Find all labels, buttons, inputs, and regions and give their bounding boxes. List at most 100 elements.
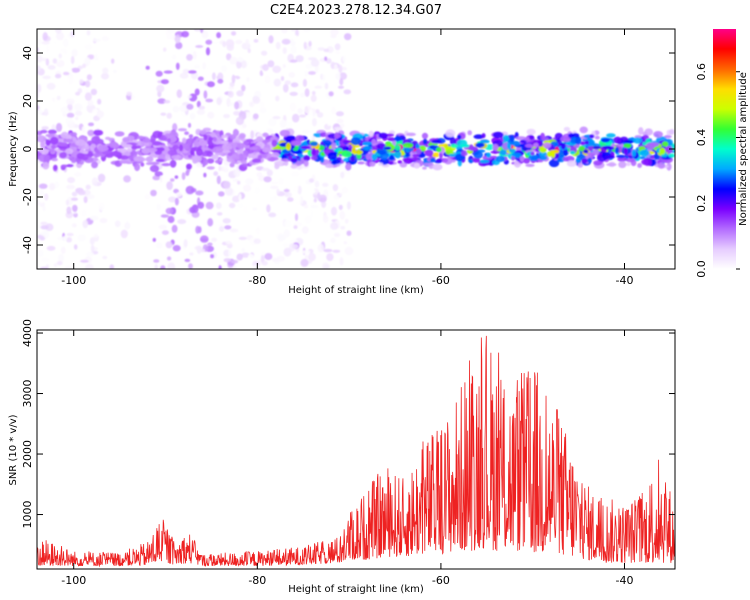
- spectrogram-cell: [666, 145, 673, 154]
- spectrogram-cell: [122, 144, 133, 148]
- spectrogram-cell: [526, 128, 536, 136]
- spectrogram-cell: [232, 178, 240, 182]
- spectrogram-cell: [511, 152, 522, 157]
- spectrogram-cell: [46, 245, 56, 251]
- spectrogram-cell: [278, 177, 285, 185]
- spectrogram-cell: [231, 160, 237, 165]
- spectrogram-cell: [228, 202, 236, 209]
- spectrogram-cell: [96, 110, 105, 118]
- spectrogram-cell: [332, 184, 339, 192]
- spectrogram-cell: [73, 244, 78, 250]
- spectrogram-cell: [305, 63, 313, 69]
- spectrogram-cell: [155, 242, 163, 249]
- spectrogram-cell: [575, 157, 581, 164]
- spectrogram-cell: [99, 217, 108, 224]
- spectrogram-cell: [119, 155, 129, 160]
- spectrogram-cell: [324, 82, 329, 90]
- spectrogram-cell: [154, 264, 158, 269]
- spectrogram-cell: [281, 38, 291, 45]
- spectrogram-cell: [218, 223, 225, 227]
- spectrogram-cell: [295, 29, 299, 37]
- spectrogram-cell: [250, 130, 255, 139]
- spectrogram-cell: [313, 198, 317, 203]
- spectrogram-cell: [186, 103, 194, 110]
- spectrogram-cell: [282, 242, 289, 248]
- spectrogram-cell: [37, 105, 40, 111]
- spectrogram-cell: [197, 76, 204, 81]
- spectrogram-cell: [454, 153, 465, 162]
- spectrogram-cell: [604, 155, 615, 159]
- spectrogram-cell: [80, 153, 89, 161]
- spectrogram-cell: [473, 151, 484, 159]
- spectrogram-cell: [578, 145, 585, 152]
- spectrogram-cell: [457, 134, 462, 140]
- spectrogram-cell: [181, 31, 190, 38]
- spectrogram-cell: [431, 139, 443, 144]
- spectrogram-cell: [362, 141, 373, 146]
- spectrogram-cell: [64, 265, 72, 269]
- spectrogram-cell: [457, 159, 462, 167]
- spectrogram-cell: [579, 126, 588, 134]
- spectrogram-cell: [335, 111, 344, 117]
- spectrogram-cell: [153, 259, 160, 263]
- spectrogram-cell: [290, 171, 300, 177]
- spectrogram-cell: [77, 88, 83, 94]
- y-tick-label: -40: [21, 236, 34, 254]
- spectrogram-cell: [267, 60, 275, 68]
- spectrogram-cell: [49, 136, 59, 145]
- spectrogram-cell: [405, 147, 411, 153]
- spectrogram-cell: [66, 164, 74, 168]
- spectrogram-panel: -100 -80 -60 -40 -40 -20 0 20 40 Height of stra…: [8, 28, 676, 296]
- spectrogram-cell: [299, 92, 306, 98]
- spectrogram-cell: [278, 220, 282, 228]
- spectrogram-cell: [613, 136, 622, 144]
- spectrogram-cell: [308, 57, 317, 61]
- spectrogram-cell: [259, 107, 267, 114]
- spectrogram-cell: [308, 40, 312, 47]
- spectrogram-cell: [39, 201, 45, 208]
- spectrogram-cell: [238, 133, 246, 139]
- spectrogram-cell: [212, 146, 224, 154]
- spectrogram-cell: [298, 239, 303, 246]
- spectrogram-cell: [638, 127, 644, 135]
- spectrogram-cell: [194, 88, 200, 96]
- spectrogram-cell: [218, 158, 224, 161]
- spectrogram-cell: [618, 161, 627, 169]
- spectrogram-y-ticks: -40 -20 0 20 40: [21, 46, 675, 254]
- spectrogram-cell: [282, 64, 286, 68]
- spectrogram-cell: [231, 259, 239, 264]
- spectrogram-cell: [55, 122, 63, 132]
- spectrogram-cell: [71, 191, 78, 197]
- spectrogram-cell: [45, 58, 50, 66]
- spectrogram-cell: [185, 185, 195, 195]
- spectrogram-cell: [55, 31, 65, 41]
- spectrogram-cell: [275, 95, 280, 102]
- spectrogram-cell: [70, 55, 75, 65]
- spectrogram-cell: [196, 109, 205, 115]
- spectrogram-cell: [80, 259, 89, 263]
- x-tick-label: -60: [432, 274, 450, 287]
- spectrogram-cell: [71, 197, 78, 201]
- spectrogram-cell: [340, 171, 345, 179]
- spectrogram-cell: [312, 91, 316, 95]
- spectrogram-cell: [199, 235, 209, 243]
- snr-panel: -100 -80 -60 -40 1000 2000 3000 4000 Height of…: [8, 319, 676, 595]
- spectrogram-cell: [82, 219, 89, 229]
- spectrogram-cell: [354, 150, 363, 155]
- spectrogram-cell: [52, 40, 58, 44]
- spectrogram-cell: [159, 175, 163, 183]
- spectrogram-cell: [60, 246, 66, 254]
- spectrogram-cell: [175, 62, 180, 70]
- spectrogram-cell: [639, 149, 650, 157]
- spectrogram-cell: [393, 136, 403, 142]
- spectrogram-cell: [71, 158, 77, 164]
- spectrogram-cell: [148, 147, 158, 153]
- spectrogram-cell: [119, 160, 130, 164]
- spectrogram-cell: [166, 35, 175, 40]
- spectrogram-cell: [249, 146, 258, 150]
- spectrogram-cell: [283, 247, 292, 257]
- spectrogram-cell: [174, 197, 179, 206]
- spectrogram-cell: [293, 185, 299, 193]
- spectrogram-cell: [167, 262, 176, 269]
- spectrogram-cell: [415, 148, 422, 155]
